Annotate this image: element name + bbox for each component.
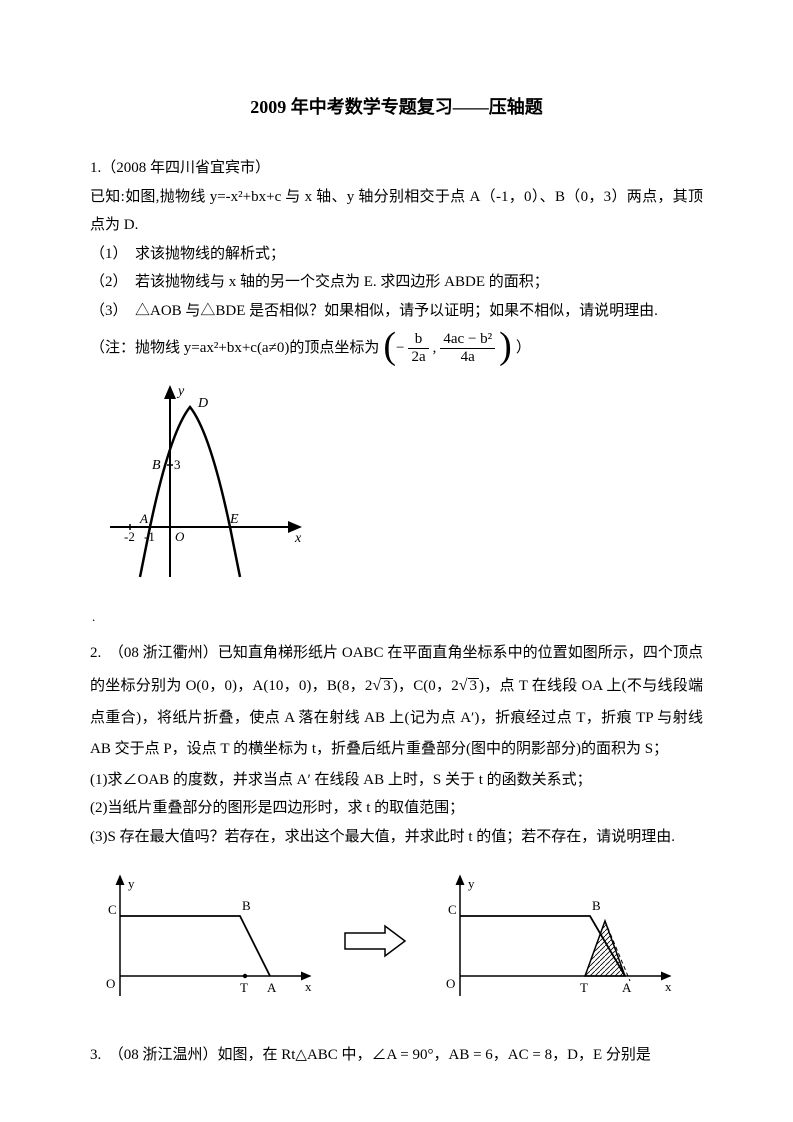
label-m1: -1 <box>144 529 155 544</box>
r-O: O <box>446 976 455 991</box>
p1-q1: （1） 求该抛物线的解析式； <box>90 240 703 269</box>
p2-body: 2. （08 浙江衢州）已知直角梯形纸片 OABC 在平面直角坐标系中的位置如图… <box>90 638 703 766</box>
p1-note-prefix: （注：抛物线 y=ax²+bx+c(a≠0)的顶点坐标为 <box>90 334 379 363</box>
sqrt-1: √3 <box>372 669 392 703</box>
p2-heading-2: )，C(0，2 <box>393 678 459 694</box>
p1-q2: （2） 若该抛物线与 x 轴的另一个交点为 E. 求四边形 ABDE 的面积； <box>90 268 703 297</box>
label-A: A <box>139 511 148 526</box>
r-A: A <box>622 980 632 995</box>
p2-figure-left: y x C B O T A <box>90 866 320 1016</box>
p1-note-suffix: ） <box>516 334 531 363</box>
label-y: y <box>176 384 185 399</box>
r-C: C <box>448 902 457 917</box>
label-D: D <box>197 396 208 411</box>
problem-3: 3. （08 浙江温州）如图，在 Rt△ABC 中，∠A = 90°，AB = … <box>90 1041 703 1070</box>
arrow-icon <box>340 921 410 961</box>
sqrt1-val: 3 <box>381 678 393 694</box>
l-A: A <box>267 980 277 995</box>
p1-line1: 已知:如图,抛物线 y=-x²+bx+c 与 x 轴、y 轴分别相交于点 A（-… <box>90 183 703 240</box>
p1-note: （注：抛物线 y=ax²+bx+c(a≠0)的顶点坐标为 ( − b 2a , … <box>90 331 703 365</box>
frac-2: 4ac − b² 4a <box>440 331 495 365</box>
p2-q2: (2)当纸片重叠部分的图形是四边形时，求 t 的取值范围； <box>90 794 703 823</box>
sqrt2-val: 3 <box>468 678 480 694</box>
r-T: T <box>580 980 588 995</box>
p3-text: 3. （08 浙江温州）如图，在 Rt△ABC 中，∠A = 90°，AB = … <box>90 1041 703 1070</box>
p2-figure-row: y x C B O T A <box>90 866 703 1016</box>
p1-heading: 1.（2008 年四川省宜宾市） <box>90 154 703 183</box>
l-B: B <box>242 898 251 913</box>
l-y: y <box>128 876 135 891</box>
label-O: O <box>175 529 185 544</box>
r-x: x <box>665 979 672 994</box>
p3-text-span: 3. （08 浙江温州）如图，在 Rt△ABC 中，∠A = 90°，AB = … <box>90 1047 651 1063</box>
frac-1: b 2a <box>408 331 428 365</box>
p2-q3: (3)S 存在最大值吗？若存在，求出这个最大值，并求此时 t 的值；若不存在，请… <box>90 823 703 852</box>
r-B: B <box>592 898 601 913</box>
problem-1: 1.（2008 年四川省宜宾市） 已知:如图,抛物线 y=-x²+bx+c 与 … <box>90 154 703 630</box>
vertex-formula: ( − b 2a , 4ac − b² 4a ) <box>383 331 511 365</box>
label-x: x <box>294 531 302 546</box>
p1-q3: （3） △AOB 与△BDE 是否相似？如果相似，请予以证明；如果不相似，请说明… <box>90 297 703 326</box>
label-B: B <box>152 458 161 473</box>
l-x: x <box>305 979 312 994</box>
problem-2: 2. （08 浙江衢州）已知直角梯形纸片 OABC 在平面直角坐标系中的位置如图… <box>90 638 703 1017</box>
frac1-den: 2a <box>408 349 428 366</box>
r-y: y <box>468 876 475 891</box>
p2-q1: (1)求∠OAB 的度数，并求当点 A′ 在线段 AB 上时，S 关于 t 的函… <box>90 766 703 795</box>
p2-figure-right: y x C B O T A <box>430 866 680 1016</box>
l-T: T <box>240 980 248 995</box>
l-C: C <box>108 902 117 917</box>
frac2-num: 4ac − b² <box>440 331 495 349</box>
p1-figure: y x D B 3 E A -2 -1 O <box>100 377 703 587</box>
label-m2: -2 <box>124 529 135 544</box>
frac1-num: b <box>408 331 428 349</box>
sqrt-2: √3 <box>459 669 479 703</box>
label-3: 3 <box>174 457 181 472</box>
frac2-den: 4a <box>440 349 495 366</box>
l-O: O <box>106 976 115 991</box>
label-E: E <box>229 512 239 527</box>
p1-dot: . <box>92 605 703 630</box>
document-title: 2009 年中考数学专题复习——压轴题 <box>90 90 703 124</box>
